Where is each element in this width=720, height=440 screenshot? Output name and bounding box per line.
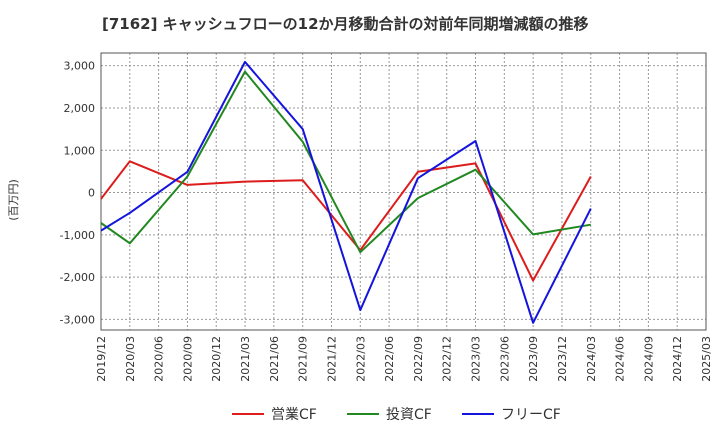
x-tick-label: 2023/12	[556, 336, 569, 382]
x-tick-label: 2020/03	[124, 336, 137, 382]
x-axis: 2019/12 2020/03 2020/06 2020/09 2020/12 2021/…	[95, 336, 713, 382]
y-axis: 3,000 2,000 1,000 0 -1,000 -2,000 -3,000	[60, 60, 95, 327]
x-tick-label: 2024/03	[585, 336, 598, 382]
y-tick-label: 0	[88, 187, 95, 200]
series-lines	[100, 60, 592, 324]
y-tick-label: 3,000	[64, 60, 96, 73]
x-tick-label: 2022/03	[354, 336, 367, 382]
y-axis-label: (百万円)	[7, 179, 20, 221]
x-tick-label: 2021/03	[239, 336, 252, 382]
y-tick-label: 1,000	[64, 144, 96, 157]
x-tick-label: 2020/09	[181, 336, 194, 382]
grid	[101, 53, 706, 330]
x-tick-label: 2023/09	[527, 336, 540, 382]
series-line	[100, 160, 592, 282]
x-tick-label: 2024/06	[614, 336, 627, 382]
x-tick-label: 2022/09	[412, 336, 425, 382]
x-tick-label: 2024/09	[642, 336, 655, 382]
legend-label: 営業CF	[271, 407, 317, 423]
x-tick-label: 2022/12	[441, 336, 454, 382]
legend: 営業CF 投資CF フリーCF	[232, 407, 561, 423]
y-tick-label: 2,000	[64, 102, 96, 115]
y-tick-label: -3,000	[60, 313, 95, 326]
series-line	[100, 60, 592, 324]
x-tick-label: 2024/12	[671, 336, 684, 382]
x-tick-label: 2022/06	[383, 336, 396, 382]
x-tick-label: 2020/12	[210, 336, 223, 382]
x-tick-label: 2019/12	[95, 336, 108, 382]
x-tick-label: 2025/03	[700, 336, 713, 382]
x-tick-label: 2021/09	[297, 336, 310, 382]
legend-label: 投資CF	[386, 407, 432, 423]
series-line	[100, 70, 591, 254]
x-tick-label: 2023/03	[470, 336, 483, 382]
chart-title: [7162] キャッシュフローの12か月移動合計の対前年同期増減額の推移	[102, 15, 589, 33]
x-tick-label: 2023/06	[498, 336, 511, 382]
plot-area	[100, 52, 707, 331]
x-tick-label: 2021/12	[325, 336, 338, 382]
legend-label: フリーCF	[501, 407, 561, 423]
y-tick-label: -1,000	[60, 229, 95, 242]
x-tick-label: 2021/06	[268, 336, 281, 382]
y-tick-label: -2,000	[60, 271, 95, 284]
x-tick-label: 2020/06	[153, 336, 166, 382]
